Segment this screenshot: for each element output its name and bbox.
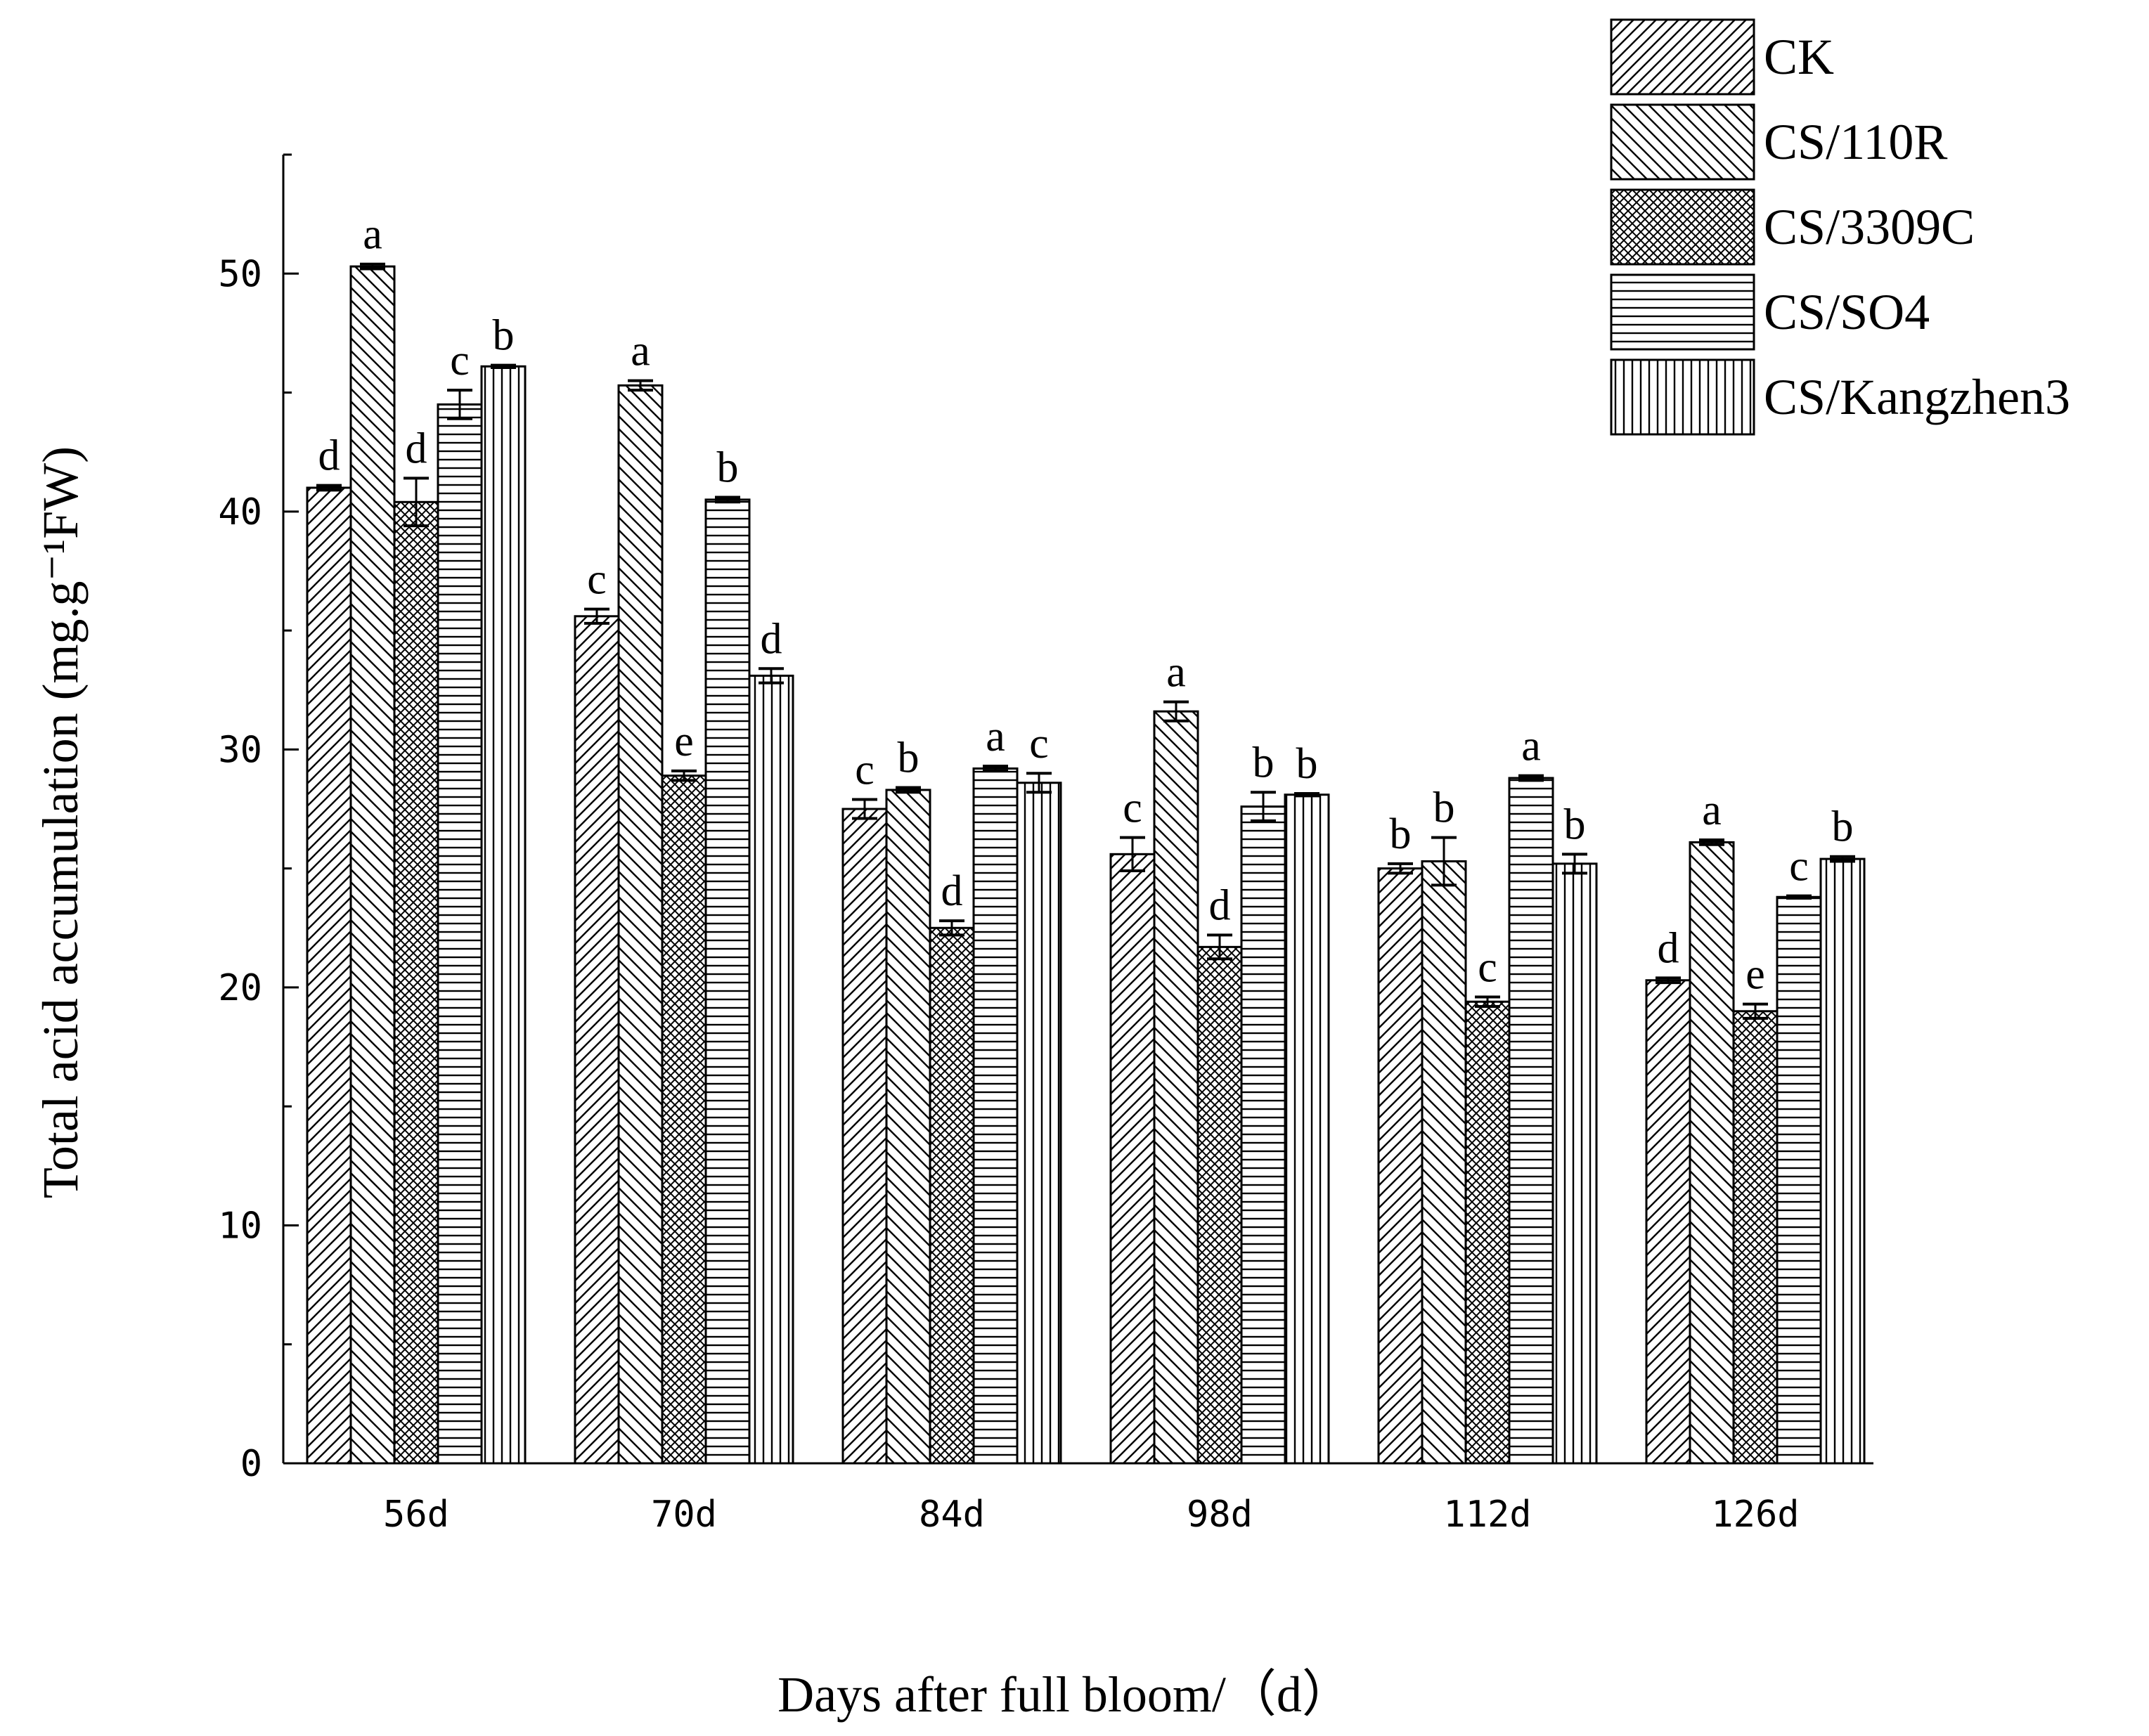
significance-letter: c (450, 337, 470, 384)
significance-letter: e (1745, 951, 1765, 999)
legend-swatch (1610, 188, 1755, 266)
legend-label: CS/Kangzhen3 (1764, 369, 2070, 425)
bar (1377, 867, 1424, 1465)
bar (617, 384, 664, 1465)
bar (1732, 1010, 1779, 1465)
x-tick-label: 126d (1711, 1494, 1799, 1536)
significance-letter: c (855, 746, 875, 793)
x-tick-label: 56d (383, 1494, 449, 1536)
significance-letter: a (631, 328, 650, 375)
bar (704, 498, 751, 1465)
x-tick-label: 98d (1187, 1494, 1253, 1536)
bar (1645, 979, 1691, 1465)
significance-letter: d (1658, 924, 1679, 972)
significance-letter: b (493, 312, 515, 360)
significance-letter: b (1564, 801, 1586, 848)
bar (437, 403, 483, 1465)
y-tick-label: 50 (218, 253, 262, 295)
bar (1284, 793, 1330, 1465)
significance-letter: b (1832, 803, 1854, 851)
significance-letter: a (363, 211, 382, 259)
significance-letter: d (941, 867, 963, 915)
legend-swatch (1610, 273, 1755, 351)
bar (349, 265, 396, 1465)
significance-letter: c (1123, 784, 1142, 832)
significance-letter: a (986, 713, 1005, 760)
significance-letter: b (717, 444, 739, 492)
bar (1464, 1000, 1511, 1465)
significance-letter: a (1521, 723, 1541, 770)
significance-letter: d (761, 615, 782, 663)
significance-letter: c (587, 556, 607, 604)
bar (885, 789, 931, 1465)
significance-letter: e (674, 718, 694, 765)
bar (661, 775, 707, 1465)
y-tick-label: 10 (218, 1205, 262, 1247)
y-tick-label: 30 (218, 729, 262, 771)
bar (841, 808, 888, 1465)
bar (748, 674, 794, 1465)
legend-label: CS/110R (1764, 114, 1947, 170)
y-tick-label: 0 (240, 1443, 262, 1485)
bar (1689, 841, 1735, 1465)
significance-letter: d (318, 432, 340, 480)
y-tick-label: 20 (218, 967, 262, 1009)
legend-swatch (1610, 358, 1755, 436)
significance-letter: b (1253, 739, 1274, 786)
axes: 0 10 20 30 40 50 56d 70d 84d 98d 112d 126d (218, 153, 1873, 1536)
bar (1421, 860, 1467, 1465)
bar (1016, 782, 1062, 1465)
y-axis-label: Total acid accumulation (mg.g⁻¹FW) (32, 446, 89, 1198)
bar (929, 926, 975, 1465)
bar (1551, 862, 1598, 1465)
x-tick-label: 84d (919, 1494, 985, 1536)
significance-letter: c (1029, 720, 1049, 767)
significance-letter: d (406, 425, 427, 472)
bar (393, 500, 439, 1465)
legend-label: CS/3309C (1764, 199, 1975, 255)
significance-letter: b (898, 734, 919, 782)
bar (1153, 710, 1199, 1465)
x-axis-label: Days after full bloom/（d） (777, 1666, 1353, 1723)
legend-label: CK (1764, 29, 1834, 85)
bar (1819, 857, 1866, 1465)
y-tick-label: 40 (218, 491, 262, 533)
legend-swatch (1610, 18, 1755, 96)
bar (1508, 777, 1554, 1465)
legend-swatch (1610, 103, 1755, 181)
bar (574, 615, 620, 1465)
legend: CK CS/110R CS/3309C CS/SO4 CS/Kangzhen3 (1610, 18, 2070, 436)
bar (1776, 895, 1822, 1465)
bar (1109, 853, 1156, 1465)
significance-letter: a (1166, 649, 1186, 697)
significance-letter: d (1209, 881, 1231, 929)
x-tick-label: 70d (651, 1494, 717, 1536)
bar (1196, 945, 1243, 1465)
legend-label: CS/SO4 (1764, 284, 1930, 340)
bar (306, 486, 352, 1465)
significance-letter: b (1296, 740, 1318, 788)
bar (480, 365, 527, 1465)
bar (1240, 805, 1286, 1465)
significance-letter: c (1789, 843, 1809, 890)
significance-letter: b (1390, 810, 1412, 858)
x-tick-label: 112d (1443, 1494, 1531, 1536)
bar (972, 767, 1019, 1465)
significance-letter: c (1478, 943, 1497, 991)
significance-letter: a (1702, 786, 1722, 834)
significance-letter: b (1433, 784, 1455, 832)
